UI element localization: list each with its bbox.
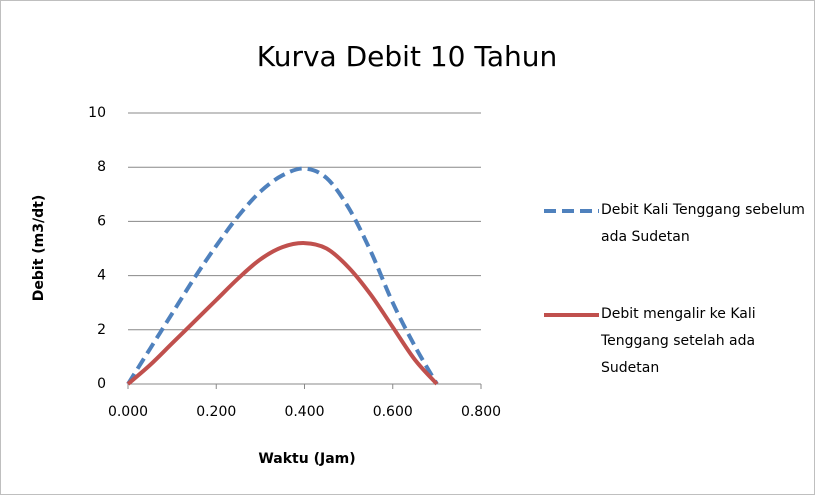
series-line [126,241,439,386]
chart-title: Kurva Debit 10 Tahun [257,40,557,73]
y-tick-label: 2 [97,322,106,338]
x-tick-label: 0.200 [196,404,236,420]
x-tick-label: 0.000 [108,404,148,420]
x-tick-label: 0.800 [461,404,501,420]
x-tick-label: 0.400 [284,404,324,420]
y-tick-label: 8 [97,159,106,175]
y-tick-label: 0 [97,376,106,392]
y-axis-label: Debit (m3/dt) [31,195,47,301]
x-axis-label: Waktu (Jam) [258,451,355,467]
legend-label: Debit Kali Tenggang sebelum ada Sudetan [601,202,805,245]
series-line [126,166,439,386]
y-tick-label: 6 [97,213,106,229]
legend-label: Debit mengalir ke Kali Tenggang setelah … [601,306,756,376]
y-tick-label: 10 [88,105,106,121]
x-tick-label: 0.600 [373,404,413,420]
y-tick-label: 4 [97,268,106,284]
